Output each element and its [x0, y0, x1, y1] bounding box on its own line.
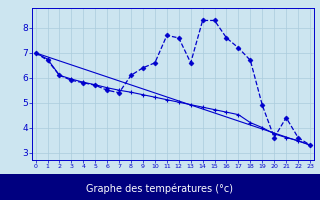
- Text: Graphe des températures (°c): Graphe des températures (°c): [86, 183, 234, 194]
